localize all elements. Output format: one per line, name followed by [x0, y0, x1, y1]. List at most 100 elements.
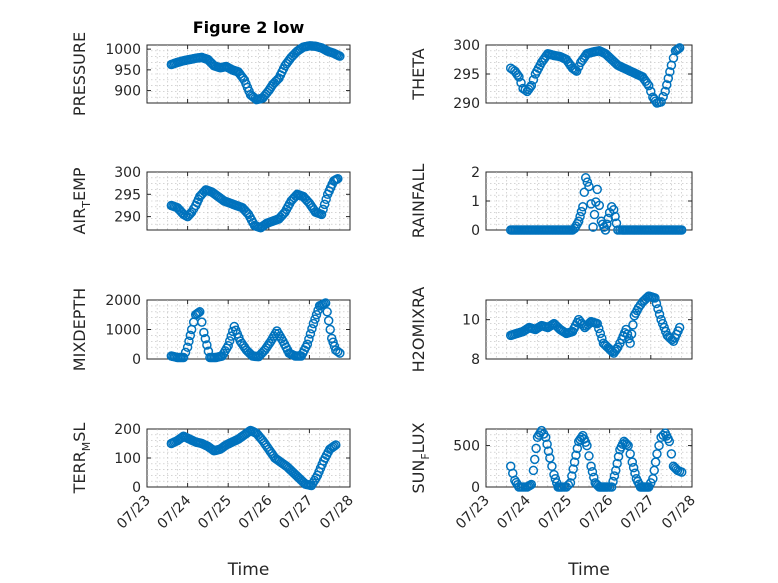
data-point	[578, 202, 588, 212]
data-point	[318, 204, 328, 215]
data-point	[609, 471, 620, 481]
subplot-8: 0 500 07/23 07/24 07/25 07/26 07/27 07/28 SUNFLU…	[409, 422, 699, 580]
data-point	[543, 446, 554, 456]
data-point	[613, 451, 624, 462]
data-point	[573, 216, 584, 227]
data-point	[663, 73, 674, 84]
data-point	[319, 199, 330, 210]
data-point	[202, 340, 212, 350]
data-point	[520, 85, 530, 95]
data-point	[602, 219, 612, 229]
data-point	[584, 181, 594, 192]
data-point	[611, 465, 621, 476]
x-tick-label: 07/25	[195, 493, 235, 533]
data-point	[302, 339, 313, 349]
data-point	[565, 478, 576, 488]
data-point	[568, 464, 578, 474]
data-point	[271, 76, 281, 86]
x-tick-label: 07/28	[317, 493, 357, 533]
data-point	[567, 471, 577, 481]
data-point	[621, 324, 631, 335]
y-tick-label: 300	[114, 165, 141, 181]
data-point	[195, 307, 205, 317]
data-point	[654, 440, 664, 451]
data-point	[323, 315, 334, 326]
subplot-4: 0 1 2 RAINFALL	[409, 164, 693, 239]
data-point	[320, 298, 331, 308]
y-tick-label: 200	[114, 422, 141, 438]
data-point	[264, 338, 275, 349]
data-point	[321, 194, 331, 205]
data-point	[307, 324, 317, 334]
data-point	[550, 473, 561, 484]
data-point	[674, 43, 685, 53]
data-point	[646, 86, 656, 97]
data-point	[516, 77, 526, 88]
subplot-3: 290 295 300 AIRTEMP	[70, 165, 351, 235]
x-tick-label: 07/27	[618, 493, 658, 533]
data-point	[580, 173, 591, 183]
y-tick-label: 500	[453, 439, 480, 455]
x-tick-label: 07/26	[577, 492, 617, 532]
y-axis-label: MIXDEPTH	[70, 288, 89, 371]
y-axis-label: RAINFALL	[409, 164, 428, 239]
data-point	[335, 348, 345, 358]
data-point	[582, 177, 593, 187]
x-axis-label: Time	[567, 560, 610, 580]
data-point	[531, 443, 541, 454]
data-point	[582, 440, 592, 451]
data-point	[626, 329, 637, 339]
y-axis-label: H2OMIXRA	[409, 287, 428, 373]
y-tick-label: 295	[114, 187, 141, 203]
data-point	[608, 476, 618, 487]
data-series	[505, 291, 685, 358]
data-point	[608, 204, 619, 215]
x-tick-label: 07/25	[535, 493, 575, 533]
data-point	[184, 210, 194, 220]
subplot-5: 0 1000 2000 MIXDEPTH	[70, 288, 351, 371]
data-point	[595, 328, 606, 339]
chart-title: Figure 2 low	[193, 18, 305, 37]
y-tick-label: 300	[453, 38, 480, 54]
data-point	[594, 323, 604, 334]
data-point	[193, 308, 204, 318]
data-point	[525, 82, 535, 93]
x-tick-label: 07/23	[114, 493, 154, 533]
data-point	[310, 314, 320, 324]
data-point	[197, 317, 207, 327]
subplot-7: 0 100 200 07/23 07/24 07/25 07/26 07/27 07/28 TER…	[70, 422, 357, 580]
data-point	[656, 97, 666, 107]
data-point	[526, 80, 537, 91]
data-point	[665, 67, 675, 77]
y-tick-label: 900	[114, 84, 141, 100]
data-point	[676, 225, 687, 235]
y-tick-label: 1000	[105, 42, 141, 58]
x-tick-label: 07/24	[494, 492, 534, 532]
data-point	[600, 225, 611, 235]
data-point	[594, 200, 605, 211]
data-point	[182, 342, 193, 352]
y-tick-label: 0	[132, 480, 141, 496]
data-point	[654, 309, 665, 320]
data-point	[624, 333, 634, 344]
x-tick-label: 07/24	[155, 492, 195, 532]
data-point	[651, 298, 662, 309]
data-point	[200, 333, 211, 344]
data-point	[313, 305, 323, 316]
data-point	[642, 78, 652, 89]
data-point	[180, 347, 191, 358]
data-point	[311, 310, 322, 320]
data-point	[333, 346, 343, 357]
data-point	[308, 318, 319, 329]
y-tick-label: 100	[114, 451, 141, 467]
data-point	[526, 479, 537, 490]
data-point	[610, 211, 620, 222]
data-point	[184, 336, 194, 347]
data-series	[166, 173, 343, 233]
x-tick-label: 07/26	[236, 492, 276, 532]
data-series	[505, 43, 685, 108]
data-point	[563, 480, 574, 490]
data-point	[592, 318, 602, 329]
data-point	[653, 304, 663, 314]
